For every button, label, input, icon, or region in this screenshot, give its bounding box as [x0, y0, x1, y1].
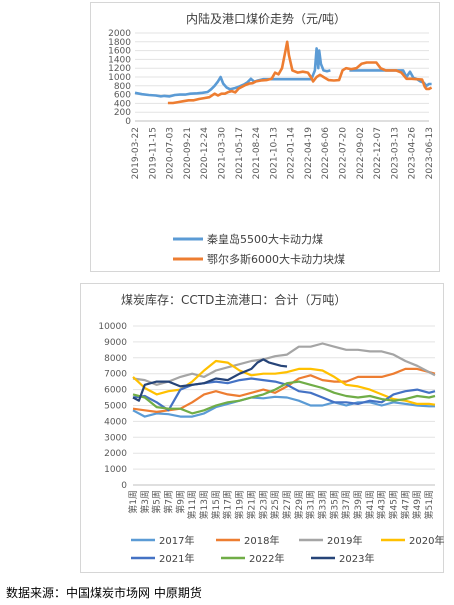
legend-label: 秦皇岛5500大卡动力煤 [207, 232, 323, 246]
series-line [167, 40, 433, 105]
y-tick-label: 1600 [108, 47, 131, 57]
x-tick-label: 第13周 [198, 490, 210, 519]
y-tick-label: 0 [121, 481, 127, 491]
y-tick-label: 1200 [108, 64, 131, 74]
x-tick-label: 2022-01-14 [287, 127, 297, 180]
x-tick-label: 第7周 [163, 490, 175, 514]
x-tick-label: 第19周 [234, 490, 246, 519]
y-tick-label: 3000 [104, 433, 127, 443]
inventory-chart: 煤炭库存：CCTD主流港口：合计（万吨） 0 1000 2000 3000 4000 500… [98, 292, 444, 565]
x-tick-label: 2023-06-13 [425, 127, 435, 179]
x-tick-label: 第37周 [340, 490, 352, 519]
x-tick-label: 第21周 [245, 490, 257, 519]
chart-title: 内陆及港口煤价走势（元/吨） [186, 11, 346, 26]
series-line [132, 358, 288, 402]
legend-label: 2023年 [339, 552, 374, 565]
x-tick-label: 第33周 [316, 490, 328, 519]
x-tick-label: 2020-07-03 [166, 127, 176, 179]
y-tick-label: 1000 [104, 465, 127, 475]
y-tick-label: 1400 [108, 55, 131, 65]
x-tick-label: 第9周 [174, 490, 186, 514]
price-chart: 内陆及港口煤价走势（元/吨）02004006008001000120014001… [108, 11, 435, 266]
x-tick-label: 第5周 [151, 490, 163, 514]
series-line [132, 395, 435, 418]
x-tick-label: 2020-09-21 [183, 127, 193, 179]
y-tick-label: 1800 [108, 38, 131, 48]
x-tick-label: 第43周 [376, 490, 388, 519]
x-tick-label: 第49周 [411, 490, 423, 519]
x-tick-label: 第23周 [257, 490, 269, 519]
x-tick-label: 第41周 [364, 490, 376, 519]
x-tick-label: 第51周 [423, 490, 435, 519]
chart-title: 煤炭库存：CCTD主流港口：合计（万吨） [121, 292, 346, 307]
x-tick-label: 第31周 [305, 490, 317, 519]
x-tick-label: 2019-11-15 [148, 127, 158, 179]
x-tick-label: 第47周 [399, 490, 411, 519]
y-tick-label: 200 [114, 108, 131, 118]
inventory-chart-panel: 煤炭库存：CCTD主流港口：合计（万吨） 0 1000 2000 3000 4000 500… [80, 283, 444, 573]
y-tick-label: 10000 [98, 322, 127, 332]
y-tick-label: 400 [114, 99, 131, 109]
x-tick-label: 2021-05-17 [235, 127, 245, 179]
x-tick-label: 第27周 [281, 490, 293, 519]
y-tick-label: 600 [114, 91, 131, 101]
y-tick-label: 9000 [104, 338, 127, 348]
x-tick-label: 2022-06-06 [321, 127, 331, 180]
x-tick-label: 2022-07-20 [339, 127, 349, 180]
legend-label: 2019年 [327, 534, 362, 547]
x-tick-label: 第45周 [388, 490, 400, 519]
x-tick-label: 第39周 [352, 490, 364, 519]
x-tick-label: 2023-03-13 [390, 127, 400, 179]
x-tick-label: 2021-03-30 [217, 127, 227, 180]
series-line [132, 342, 436, 386]
y-tick-label: 0 [125, 117, 131, 127]
y-tick-label: 5000 [104, 402, 127, 412]
x-tick-label: 2022-12-07 [373, 127, 383, 179]
x-tick-label: 2022-04-19 [304, 127, 314, 180]
series-line [132, 377, 436, 412]
x-tick-label: 2019-03-22 [131, 127, 141, 179]
x-tick-label: 第35周 [328, 490, 340, 519]
legend-label: 2017年 [159, 534, 194, 547]
x-tick-label: 2021-08-24 [252, 127, 262, 180]
y-tick-label: 4000 [104, 417, 127, 427]
legend-label: 2021年 [159, 552, 194, 565]
x-tick-label: 第1周 [127, 490, 139, 514]
x-tick-label: 第3周 [139, 490, 151, 514]
source-note: 数据来源：中国煤炭市场网 中原期货 [6, 586, 202, 600]
x-tick-label: 2020-12-24 [200, 127, 210, 180]
legend-label: 2020年 [409, 534, 444, 547]
y-tick-label: 2000 [108, 29, 131, 39]
legend-label: 2022年 [249, 552, 284, 565]
x-tick-label: 第17周 [222, 490, 234, 519]
y-tick-label: 800 [114, 82, 131, 92]
y-tick-label: 2000 [104, 449, 127, 459]
y-tick-label: 1000 [108, 73, 131, 83]
x-tick-label: 2023-04-26 [408, 127, 418, 180]
series-line [132, 367, 436, 413]
x-tick-label: 2021-10-13 [269, 127, 279, 179]
y-tick-label: 7000 [104, 370, 127, 380]
x-tick-label: 第25周 [269, 490, 281, 519]
x-tick-label: 第15周 [210, 490, 222, 519]
y-tick-label: 6000 [104, 386, 127, 396]
x-tick-label: 第11周 [186, 490, 198, 519]
legend-label: 2018年 [244, 534, 279, 547]
legend-label: 鄂尔多斯6000大卡动力块煤 [207, 252, 345, 266]
y-tick-label: 8000 [104, 354, 127, 364]
x-tick-label: 第29周 [293, 490, 305, 519]
series-line [132, 380, 436, 415]
price-chart-panel: 内陆及港口煤价走势（元/吨） 0 200 400 600 800 1000 1200 1400 1… [90, 2, 440, 272]
x-tick-label: 2022-09-02 [356, 127, 366, 179]
